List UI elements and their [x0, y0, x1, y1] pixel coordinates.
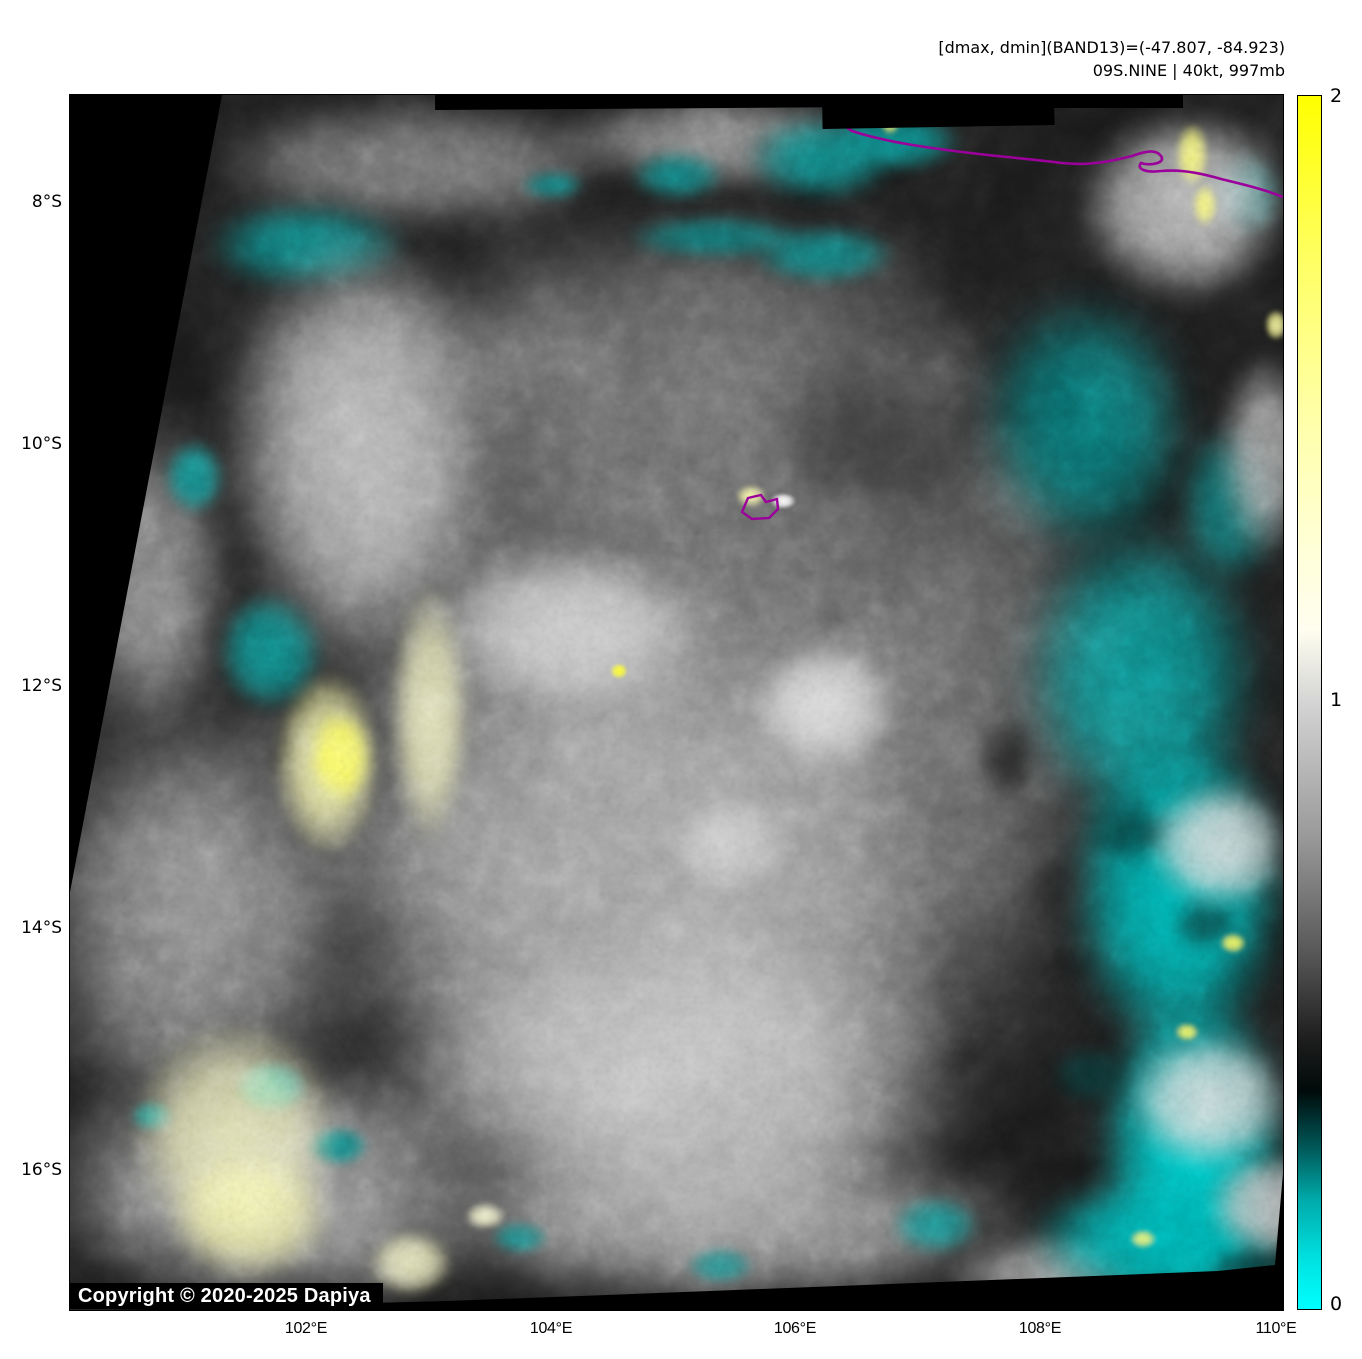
- missing-data-strip: [1048, 95, 1183, 108]
- band-annotation: [dmax, dmin](BAND13)=(-47.807, -84.923): [938, 38, 1285, 57]
- figure-annotations: [dmax, dmin](BAND13)=(-47.807, -84.923) …: [938, 36, 1285, 82]
- lon-tick-label: 108°E: [1018, 1320, 1062, 1337]
- lon-tick-label: 102°E: [284, 1320, 328, 1337]
- island-outline: [740, 493, 780, 521]
- coastline-path: [837, 95, 1283, 199]
- coastline-overlay: [740, 95, 1283, 521]
- missing-data-strip: [822, 95, 1055, 129]
- lon-tick-label: 106°E: [773, 1320, 817, 1337]
- satellite-image: [70, 95, 1283, 1310]
- satellite-map: Copyright © 2020-2025 Dapiya: [69, 94, 1284, 1311]
- storm-annotation: 09S.NINE | 40kt, 997mb: [1092, 61, 1285, 80]
- colorbar-tick-label: 0: [1330, 1293, 1343, 1315]
- lon-tick-label: 104°E: [529, 1320, 573, 1337]
- lon-tick-label: 110°E: [1255, 1320, 1297, 1337]
- lat-tick-label: 10°S: [21, 434, 62, 454]
- lat-tick-label: 8°S: [31, 192, 62, 212]
- colorbar: [1297, 95, 1322, 1310]
- lat-tick-label: 14°S: [21, 918, 62, 938]
- copyright-banner: Copyright © 2020-2025 Dapiya: [70, 1283, 383, 1309]
- colorbar-tick-label: 1: [1330, 689, 1343, 711]
- lat-tick-label: 16°S: [21, 1160, 62, 1180]
- lat-tick-label: 12°S: [21, 676, 62, 696]
- cloud-texture-grain: [70, 95, 1283, 1310]
- colorbar-tick-label: 2: [1330, 85, 1343, 107]
